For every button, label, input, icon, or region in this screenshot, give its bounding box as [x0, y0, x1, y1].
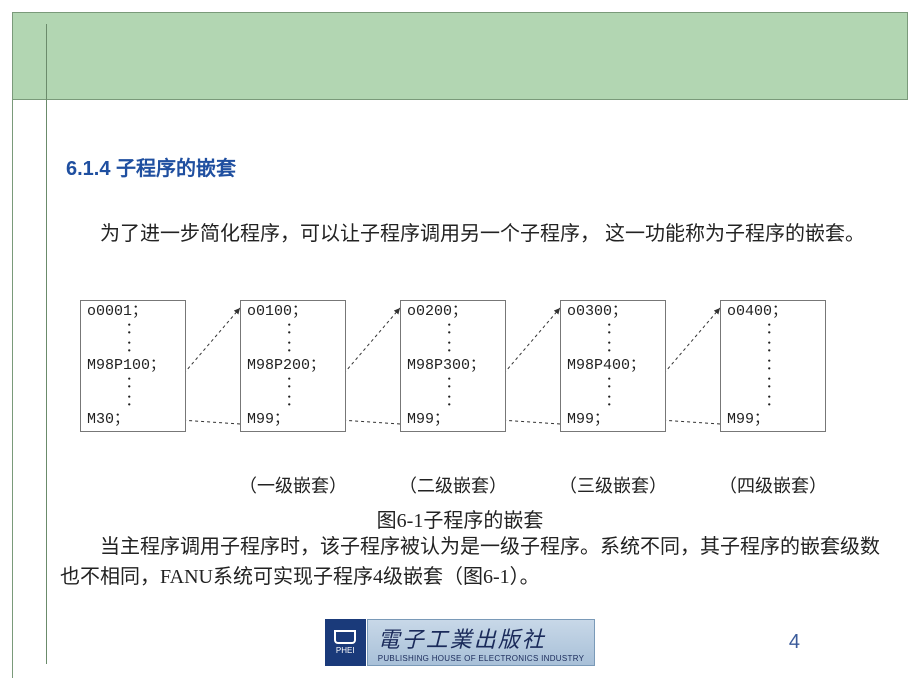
publisher-logo-icon: PHEI: [325, 619, 367, 666]
frame-left: [12, 12, 13, 678]
program-box: o0400；：：：：：M99；: [720, 300, 826, 432]
inner-frame-left: [46, 24, 47, 664]
slide-header-bar: [12, 12, 908, 100]
publisher-name-en: PUBLISHING HOUSE OF ELECTRONICS INDUSTRY: [378, 654, 585, 663]
intro-paragraph: 为了进一步简化程序，可以让子程序调用另一个子程序， 这一功能称为子程序的嵌套。: [60, 218, 880, 250]
program-box: o0300；：：M98P400；：：M99；: [560, 300, 666, 432]
nesting-level-label: （一级嵌套）: [218, 472, 368, 498]
publisher-footer: PHEI 電子工業出版社 PUBLISHING HOUSE OF ELECTRO…: [0, 619, 920, 666]
body-paragraph: 当主程序调用子程序时，该子程序被认为是一级子程序。系统不同，其子程序的嵌套级数也…: [60, 532, 880, 592]
nesting-level-label: （四级嵌套）: [698, 472, 848, 498]
program-box: o0200；：：M98P300；：：M99；: [400, 300, 506, 432]
program-box: o0001；：：M98P100；：：M30；: [80, 300, 186, 432]
figure-caption: 图6-1子程序的嵌套: [0, 504, 920, 533]
section-heading: 6.1.4 子程序的嵌套: [66, 152, 236, 181]
nesting-diagram: o0001；：：M98P100；：：M30； o0100；：：M98P200；：：…: [80, 300, 870, 460]
nesting-level-label: （三级嵌套）: [538, 472, 688, 498]
program-box: o0100；：：M98P200；：：M99；: [240, 300, 346, 432]
page-number: 4: [789, 631, 800, 654]
nesting-level-label: （二级嵌套）: [378, 472, 528, 498]
publisher-name-cn: 電子工業出版社: [378, 622, 585, 654]
